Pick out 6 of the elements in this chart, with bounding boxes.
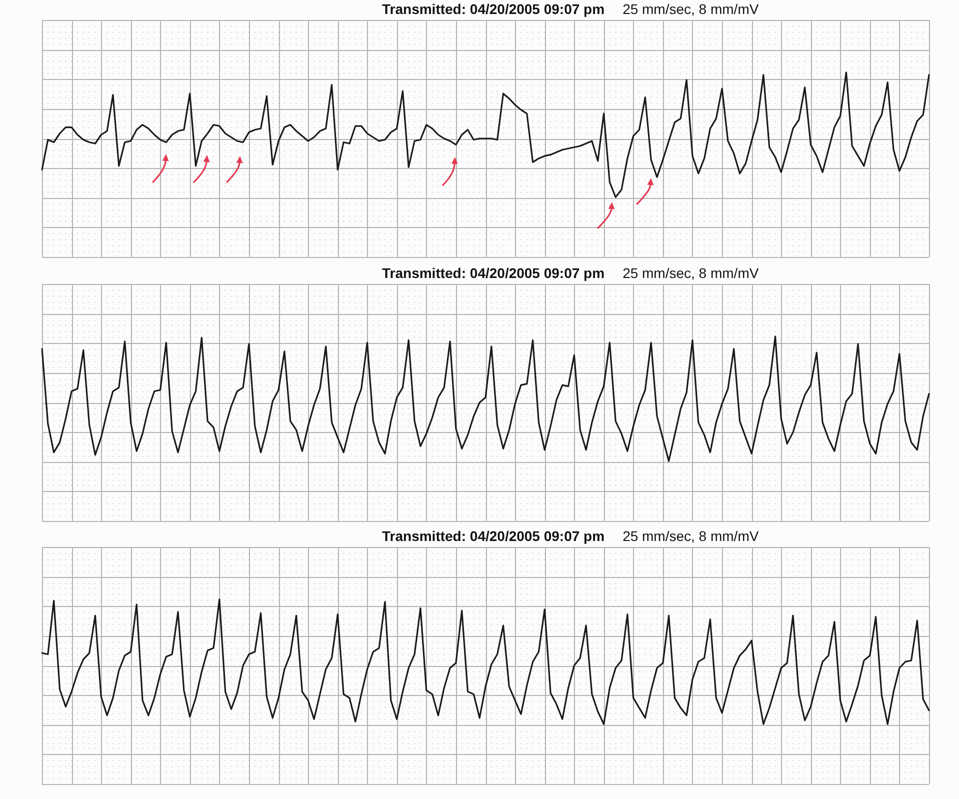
- chart-title: Transmitted: 04/20/2005 09:07 pm: [382, 265, 605, 281]
- chart-subtitle: 25 mm/sec, 8 mm/mV: [622, 265, 759, 281]
- chart-title: Transmitted: 04/20/2005 09:07 pm: [382, 1, 605, 17]
- chart-subtitle: 25 mm/sec, 8 mm/mV: [622, 528, 759, 544]
- chart-title: Transmitted: 04/20/2005 09:07 pm: [382, 528, 605, 544]
- chart-subtitle: 25 mm/sec, 8 mm/mV: [622, 1, 759, 17]
